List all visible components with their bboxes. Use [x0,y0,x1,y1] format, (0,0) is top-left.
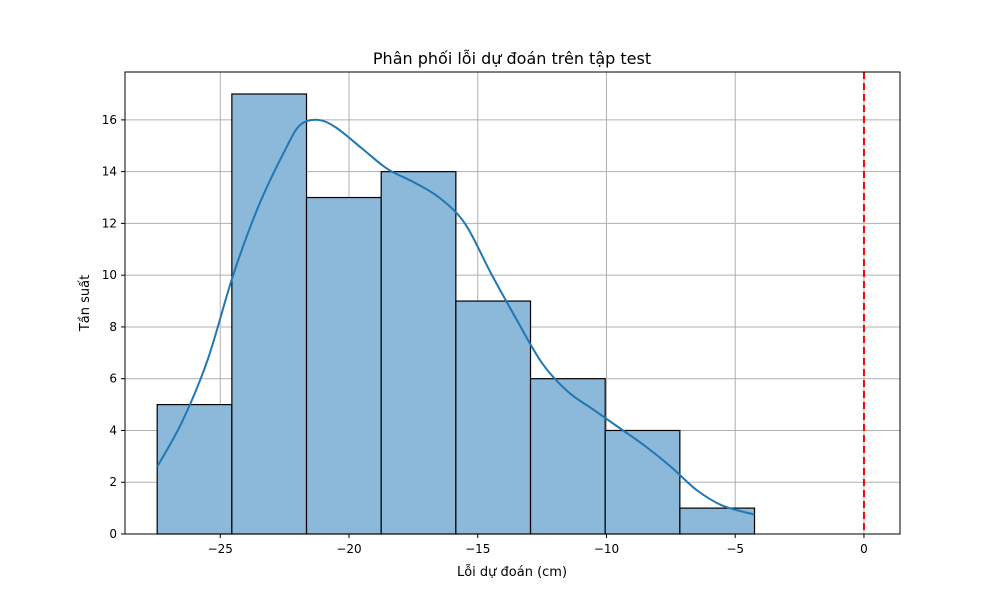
histogram-bar [231,93,308,535]
histogram-bar [604,429,681,535]
chart-title: Phân phối lỗi dự đoán trên tập test [373,49,651,68]
x-tick-label: −25 [208,542,233,556]
histogram-bar [156,403,233,535]
histogram-bars [156,93,756,535]
x-tick-label: 0 [860,542,868,556]
histogram-bar [380,171,457,535]
y-tick-label: 10 [102,268,117,282]
y-tick-label: 6 [109,372,117,386]
plot-area-frame [124,71,901,535]
y-axis-label: Tần suất [78,275,93,332]
histogram-bar [529,378,606,535]
histogram-bar [455,300,532,535]
histogram-bar [305,196,382,535]
x-tick-label: −15 [465,542,490,556]
y-axis-ticks: 0 2 4 6 8 10 12 14 16 [102,113,125,541]
y-tick-label: 0 [109,527,117,541]
y-tick-label: 12 [102,216,117,230]
y-tick-label: 14 [102,165,117,179]
y-tick-label: 4 [109,423,117,437]
x-tick-label: −5 [726,542,744,556]
x-axis-label: Lỗi dự đoán (cm) [457,565,567,580]
kde-density-line [156,118,755,516]
x-tick-label: −10 [594,542,619,556]
y-tick-label: 16 [102,113,117,127]
y-tick-label: 8 [109,320,117,334]
x-axis-ticks: −25 −20 −15 −10 −5 0 [208,534,868,556]
y-tick-label: 2 [109,475,117,489]
x-tick-label: −20 [336,542,361,556]
